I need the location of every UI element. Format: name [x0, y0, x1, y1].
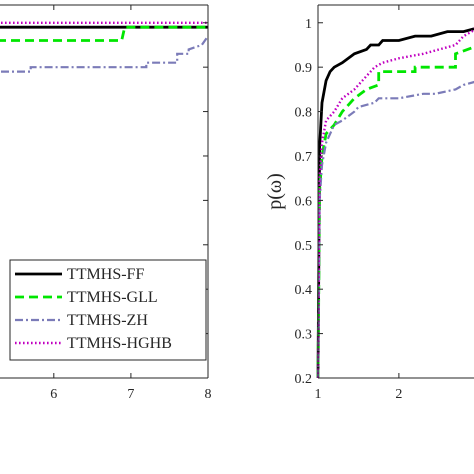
- series-line-ttmhs-zh: [316, 80, 474, 379]
- x-tick-label: 7: [127, 387, 134, 402]
- legend-box: [9, 259, 207, 361]
- legend-label-ttmhs-ff: TTMHS-FF: [67, 266, 144, 283]
- y-tick-label: 0.7: [295, 150, 313, 165]
- y-tick-label: 0.6: [295, 194, 313, 209]
- y-tick-label: 1: [305, 17, 312, 32]
- x-tick-label: 8: [205, 387, 212, 402]
- y-axis-label: p(ω): [264, 173, 286, 209]
- y-tick-label: 0.9: [295, 61, 313, 76]
- legend-label-ttmhs-gll: TTMHS-GLL: [67, 289, 158, 306]
- right-chart-panel: 1230.20.30.40.50.60.70.80.91p(ω): [264, 4, 474, 402]
- x-tick-label: 1: [315, 387, 322, 402]
- series-line-ttmhs-gll: [0, 25, 208, 42]
- series-line-ttmhs-hghb: [316, 27, 474, 379]
- y-tick-label: 0.4: [295, 283, 313, 298]
- series-line-ttmhs-gll: [316, 45, 474, 379]
- x-tick-label: 6: [50, 387, 57, 402]
- y-tick-label: 0.8: [295, 106, 313, 121]
- y-tick-label: 0.5: [295, 239, 313, 254]
- series-line-ttmhs-ff: [316, 27, 474, 379]
- y-tick-label: 0.3: [295, 328, 313, 343]
- y-tick-label: 0.2: [295, 372, 313, 387]
- x-tick-label: 2: [395, 387, 402, 402]
- legend-label-ttmhs-hghb: TTMHS-HGHB: [67, 335, 172, 352]
- series-line-ttmhs-zh: [0, 35, 209, 73]
- legend-label-ttmhs-zh: TTMHS-ZH: [67, 312, 148, 329]
